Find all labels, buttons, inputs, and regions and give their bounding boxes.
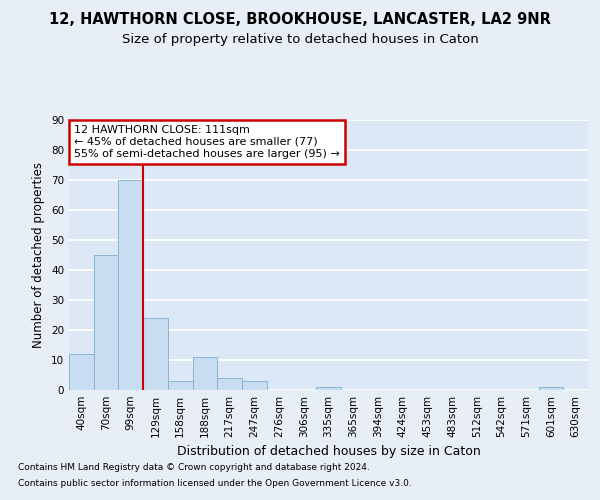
- Bar: [118, 180, 143, 390]
- Text: 12, HAWTHORN CLOSE, BROOKHOUSE, LANCASTER, LA2 9NR: 12, HAWTHORN CLOSE, BROOKHOUSE, LANCASTE…: [49, 12, 551, 28]
- Bar: [143, 318, 168, 390]
- Bar: [69, 354, 94, 390]
- Bar: [316, 387, 341, 390]
- Bar: [193, 357, 217, 390]
- Bar: [217, 378, 242, 390]
- Bar: [168, 381, 193, 390]
- Bar: [94, 255, 118, 390]
- X-axis label: Distribution of detached houses by size in Caton: Distribution of detached houses by size …: [176, 446, 481, 458]
- Text: Contains HM Land Registry data © Crown copyright and database right 2024.: Contains HM Land Registry data © Crown c…: [18, 464, 370, 472]
- Text: 12 HAWTHORN CLOSE: 111sqm
← 45% of detached houses are smaller (77)
55% of semi-: 12 HAWTHORN CLOSE: 111sqm ← 45% of detac…: [74, 126, 340, 158]
- Text: Size of property relative to detached houses in Caton: Size of property relative to detached ho…: [122, 32, 478, 46]
- Y-axis label: Number of detached properties: Number of detached properties: [32, 162, 46, 348]
- Bar: [539, 387, 563, 390]
- Bar: [242, 381, 267, 390]
- Text: Contains public sector information licensed under the Open Government Licence v3: Contains public sector information licen…: [18, 478, 412, 488]
